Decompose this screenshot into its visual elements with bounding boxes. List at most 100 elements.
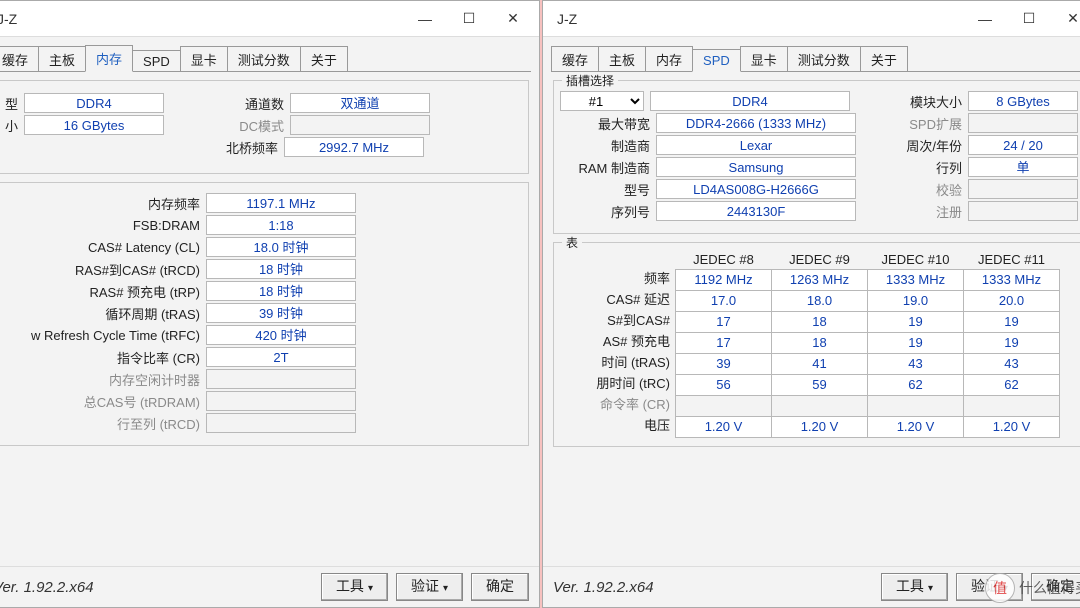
close-button[interactable]: ✕ <box>1051 3 1080 35</box>
jedec-cell <box>771 395 868 417</box>
slot-select-group: 插槽选择 #1DDR4最大带宽DDR4-2666 (1333 MHz)制造商Le… <box>553 80 1080 234</box>
tools-button[interactable]: 工具 <box>881 573 948 601</box>
jedec-cell: 43 <box>963 353 1060 375</box>
window-title: J-Z <box>557 11 577 27</box>
jedec-cell: 18 <box>771 311 868 333</box>
jedec-cell: 19.0 <box>867 290 964 312</box>
jedec-cell: 17 <box>675 311 772 333</box>
watermark: 值 什么值得买 <box>985 573 1080 603</box>
maximize-button[interactable]: ☐ <box>1007 3 1051 35</box>
window-footer: Ver. 1.92.2.x64 工具 验证 确定 值 什么值得买 <box>543 566 1080 607</box>
tab-关于[interactable]: 关于 <box>860 46 908 72</box>
tab-关于[interactable]: 关于 <box>300 46 348 72</box>
jedec-cell: 17 <box>675 332 772 354</box>
tab-缓存[interactable]: 缓存 <box>551 46 599 72</box>
tab-SPD[interactable]: SPD <box>692 49 741 72</box>
ok-button[interactable]: 确定 <box>471 573 529 601</box>
titlebar: J-Z — ☐ ✕ <box>543 1 1080 37</box>
minimize-button[interactable]: — <box>963 3 1007 35</box>
jedec-cell: 59 <box>771 374 868 396</box>
mem-type-value: DDR4 <box>24 93 164 113</box>
jedec-group: 表 JEDEC #8JEDEC #9JEDEC #10JEDEC #11频率11… <box>553 242 1080 447</box>
jedec-cell: 19 <box>963 311 1060 333</box>
jedec-cell: 1.20 V <box>675 416 772 438</box>
tab-显卡[interactable]: 显卡 <box>740 46 788 72</box>
version-label: Ver. 1.92.2.x64 <box>553 579 873 596</box>
jedec-cell: 1263 MHz <box>771 269 868 291</box>
jedec-cell: 19 <box>867 311 964 333</box>
spd-value: LD4AS008G-H2666G <box>656 179 856 199</box>
timing-value: 1197.1 MHz <box>206 193 356 213</box>
jedec-header: JEDEC #8 <box>675 250 772 270</box>
window-controls: — ☐ ✕ <box>963 3 1080 35</box>
tab-内存[interactable]: 内存 <box>645 46 693 72</box>
timing-value: 39 时钟 <box>206 303 356 323</box>
timing-value: 1:18 <box>206 215 356 235</box>
timing-value <box>206 369 356 389</box>
tab-主板[interactable]: 主板 <box>598 46 646 72</box>
close-button[interactable]: ✕ <box>491 3 535 35</box>
timing-value: 18 时钟 <box>206 259 356 279</box>
timing-value: 18.0 时钟 <box>206 237 356 257</box>
spd-value: Samsung <box>656 157 856 177</box>
jedec-cell: 1333 MHz <box>963 269 1060 291</box>
jedec-cell: 1.20 V <box>771 416 868 438</box>
tab-body-spd: 插槽选择 #1DDR4最大带宽DDR4-2666 (1333 MHz)制造商Le… <box>543 72 1080 463</box>
spd-value: DDR4-2666 (1333 MHz) <box>656 113 856 133</box>
tab-strip: 缓存主板内存SPD显卡测试分数关于 <box>543 37 1080 71</box>
jedec-cell: 56 <box>675 374 772 396</box>
jedec-cell <box>867 395 964 417</box>
tab-主板[interactable]: 主板 <box>38 46 86 72</box>
window-title: J-Z <box>0 11 17 27</box>
timing-value <box>206 413 356 433</box>
jedec-cell: 62 <box>867 374 964 396</box>
jedec-cell: 41 <box>771 353 868 375</box>
jedec-header: JEDEC #9 <box>771 250 868 270</box>
version-label: Ver. 1.92.2.x64 <box>0 579 313 596</box>
jedec-cell: 19 <box>867 332 964 354</box>
jedec-table: JEDEC #8JEDEC #9JEDEC #10JEDEC #11频率1192… <box>556 251 1080 438</box>
tools-button[interactable]: 工具 <box>321 573 388 601</box>
tab-测试分数[interactable]: 测试分数 <box>227 46 301 72</box>
slot-select[interactable]: #1 <box>560 91 644 111</box>
memory-timings-group: 内存频率1197.1 MHzFSB:DRAM1:18CAS# Latency (… <box>0 182 529 446</box>
slot-select-legend: 插槽选择 <box>562 72 618 89</box>
jedec-header: JEDEC #11 <box>963 250 1060 270</box>
jedec-cell: 1333 MHz <box>867 269 964 291</box>
channels-value: 双通道 <box>290 93 430 113</box>
tab-测试分数[interactable]: 测试分数 <box>787 46 861 72</box>
jedec-legend: 表 <box>562 234 582 251</box>
spd-value <box>968 179 1078 199</box>
spd-value <box>968 113 1078 133</box>
timing-value: 420 时钟 <box>206 325 356 345</box>
watermark-badge: 值 <box>985 573 1015 603</box>
verify-button[interactable]: 验证 <box>396 573 463 601</box>
spd-value: 24 / 20 <box>968 135 1078 155</box>
spd-value <box>968 201 1078 221</box>
tab-缓存[interactable]: 缓存 <box>0 46 39 72</box>
maximize-button[interactable]: ☐ <box>447 3 491 35</box>
jedec-cell: 43 <box>867 353 964 375</box>
spd-value: Lexar <box>656 135 856 155</box>
jedec-cell: 1.20 V <box>963 416 1060 438</box>
tab-strip: 缓存主板内存SPD显卡测试分数关于 <box>0 37 539 71</box>
memory-general-group: 型 DDR4 通道数 双通道 小 16 GBytes DC模式 北桥频率 299… <box>0 80 529 174</box>
titlebar: J-Z — ☐ ✕ <box>0 1 539 37</box>
cpuz-window-memory: J-Z — ☐ ✕ 缓存主板内存SPD显卡测试分数关于 型 DDR4 通道数 双… <box>0 0 540 608</box>
jedec-cell: 39 <box>675 353 772 375</box>
jedec-cell: 17.0 <box>675 290 772 312</box>
jedec-cell: 1192 MHz <box>675 269 772 291</box>
spd-value: 2443130F <box>656 201 856 221</box>
tab-显卡[interactable]: 显卡 <box>180 46 228 72</box>
watermark-text: 什么值得买 <box>1019 578 1080 598</box>
mem-size-value: 16 GBytes <box>24 115 164 135</box>
timing-value: 18 时钟 <box>206 281 356 301</box>
tab-body-memory: 型 DDR4 通道数 双通道 小 16 GBytes DC模式 北桥频率 299… <box>0 72 539 462</box>
jedec-cell: 62 <box>963 374 1060 396</box>
tab-内存[interactable]: 内存 <box>85 45 133 72</box>
jedec-cell: 18.0 <box>771 290 868 312</box>
minimize-button[interactable]: — <box>403 3 447 35</box>
timing-value: 2T <box>206 347 356 367</box>
window-controls: — ☐ ✕ <box>403 3 535 35</box>
tab-SPD[interactable]: SPD <box>132 50 181 72</box>
